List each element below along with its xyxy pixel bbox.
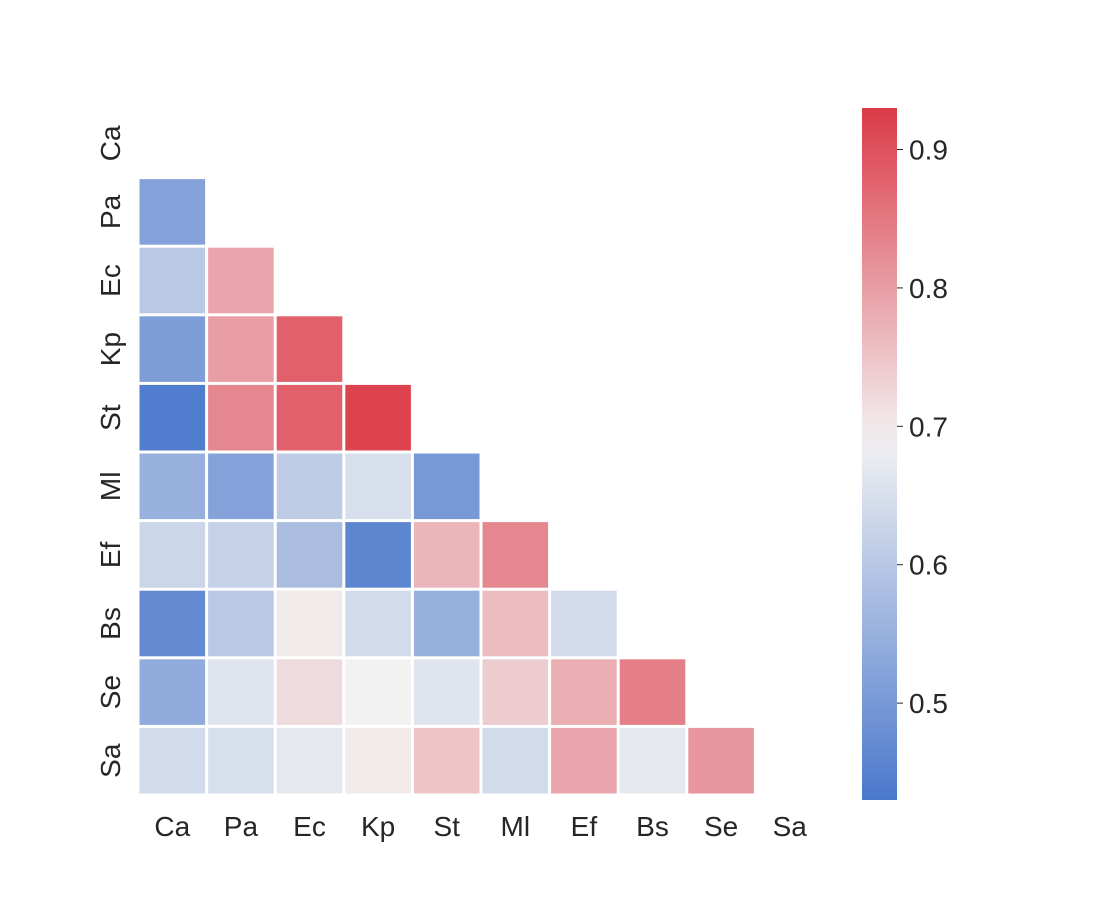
heatmap-cells	[139, 179, 754, 794]
colorbar-tick-label: 0.9	[909, 135, 948, 166]
heatmap-cell-sa-bs	[619, 727, 686, 794]
heatmap-cell-ef-pa	[208, 522, 274, 588]
heatmap-cell-ml-ec	[276, 453, 343, 520]
y-tick-label: Bs	[95, 607, 126, 640]
heatmap-cell-sa-ml	[482, 727, 549, 794]
heatmap-cell-sa-pa	[208, 727, 274, 794]
heatmap-cell-st-pa	[208, 384, 274, 451]
heatmap-cell-se-ml	[482, 659, 549, 725]
x-tick-label: Ec	[293, 811, 326, 842]
heatmap-cell-ef-st	[413, 522, 480, 588]
heatmap-cell-ef-ca	[139, 522, 206, 588]
x-tick-label: Ml	[501, 811, 531, 842]
heatmap-cell-bs-ml	[482, 590, 549, 657]
x-tick-labels: Ca Pa Ec Kp St Ml Ef Bs Se Sa	[154, 811, 807, 842]
colorbar-tick-label: 0.8	[909, 273, 948, 304]
colorbar	[862, 108, 897, 800]
x-tick-label: Ef	[571, 811, 598, 842]
x-tick-label: Kp	[361, 811, 395, 842]
y-tick-label: Ef	[95, 541, 126, 568]
heatmap-cell-ml-pa	[208, 453, 274, 520]
heatmap-cell-sa-se	[688, 727, 754, 794]
heatmap-cell-sa-ef	[551, 727, 617, 794]
heatmap-cell-sa-kp	[345, 727, 411, 794]
heatmap-cell-ef-ec	[276, 522, 343, 588]
colorbar-tick-label: 0.6	[909, 550, 948, 581]
y-tick-label: Se	[95, 675, 126, 709]
heatmap-cell-ef-ml	[482, 522, 549, 588]
colorbar-tick-label: 0.7	[909, 411, 948, 442]
heatmap-cell-bs-ca	[139, 590, 206, 657]
heatmap-cell-kp-ca	[139, 316, 206, 382]
heatmap-cell-sa-st	[413, 727, 480, 794]
heatmap-cell-ml-ca	[139, 453, 206, 520]
heatmap-cell-ml-kp	[345, 453, 411, 520]
heatmap-cell-ec-ca	[139, 247, 206, 314]
y-tick-label: Pa	[95, 194, 126, 229]
heatmap-cell-se-pa	[208, 659, 274, 725]
heatmap-cell-se-kp	[345, 659, 411, 725]
colorbar-tick-label: 0.5	[909, 688, 948, 719]
heatmap-cell-se-ef	[551, 659, 617, 725]
x-tick-label: St	[433, 811, 460, 842]
colorbar-tick-labels: 0.5 0.6 0.7 0.8 0.9	[897, 135, 948, 719]
y-tick-label: Ca	[95, 125, 126, 161]
heatmap-cell-st-ec	[276, 384, 343, 451]
y-tick-label: Ml	[95, 472, 126, 502]
heatmap-cell-se-st	[413, 659, 480, 725]
heatmap-cell-bs-kp	[345, 590, 411, 657]
heatmap-cell-bs-ec	[276, 590, 343, 657]
heatmap-cell-se-ca	[139, 659, 206, 725]
heatmap-cell-st-ca	[139, 384, 206, 451]
y-tick-label: Ec	[95, 264, 126, 297]
y-tick-label: St	[95, 404, 126, 431]
heatmap-cell-se-ec	[276, 659, 343, 725]
heatmap-cell-ml-st	[413, 453, 480, 520]
x-tick-label: Ca	[154, 811, 190, 842]
heatmap-cell-bs-ef	[551, 590, 617, 657]
heatmap-cell-ec-pa	[208, 247, 274, 314]
y-tick-label: Kp	[95, 332, 126, 366]
y-tick-labels: Ca Pa Ec Kp St Ml Ef Bs Se Sa	[95, 125, 126, 778]
heatmap-cell-st-kp	[345, 384, 411, 451]
x-tick-label: Bs	[636, 811, 669, 842]
heatmap-cell-bs-st	[413, 590, 480, 657]
heatmap-cell-bs-pa	[208, 590, 274, 657]
x-tick-label: Se	[704, 811, 738, 842]
heatmap-cell-kp-ec	[276, 316, 343, 382]
heatmap-cell-kp-pa	[208, 316, 274, 382]
y-tick-label: Sa	[95, 743, 126, 778]
heatmap-cell-sa-ec	[276, 727, 343, 794]
heatmap-cell-se-bs	[619, 659, 686, 725]
x-tick-label: Sa	[773, 811, 808, 842]
heatmap-cell-ef-kp	[345, 522, 411, 588]
heatmap-cell-pa-ca	[139, 179, 206, 245]
x-tick-label: Pa	[224, 811, 259, 842]
heatmap-cell-sa-ca	[139, 727, 206, 794]
